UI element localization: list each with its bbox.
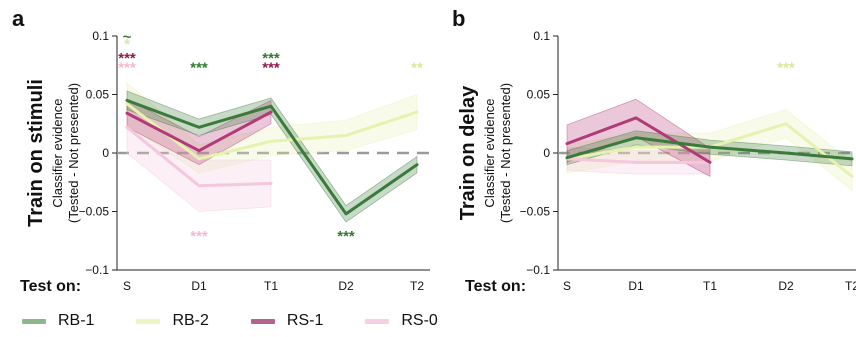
series-line-rs-1 [125, 110, 273, 153]
legend-label: RB-1 [58, 312, 95, 329]
x-tick-label: T2 [845, 279, 856, 293]
y-axis-label: Classifier evidence [50, 98, 65, 207]
significance-marker: *** [190, 59, 208, 76]
significance-marker: *** [190, 228, 208, 245]
legend-swatch [136, 318, 161, 324]
legend-swatch [250, 318, 275, 324]
significance-marker: ** [411, 59, 423, 76]
legend-swatch [22, 318, 46, 324]
y-tick-label: 0 [102, 146, 109, 160]
significance-marker: *** [118, 59, 136, 76]
series-band-rb-2 [566, 109, 853, 192]
panel-label: a [12, 6, 25, 31]
x-tick-label: T2 [410, 279, 424, 293]
significance-marker: ~ [123, 29, 132, 46]
y-tick-label: 0.05 [86, 88, 110, 102]
legend-label: RS-1 [286, 312, 324, 329]
series-line-rb-1 [565, 136, 854, 161]
legend-item-rb-1: RB-1 [22, 312, 94, 330]
significance-marker: *** [118, 50, 136, 67]
x-tick-label: T1 [264, 279, 278, 293]
series-line-rs-1 [565, 116, 712, 164]
y-tick-label: 0 [543, 146, 550, 160]
x-tick-label: S [123, 279, 131, 293]
legend-item-rb-2: RB-2 [136, 312, 209, 330]
series-line-rb-1 [125, 98, 419, 216]
y-tick-label: 0.1 [533, 29, 550, 43]
panel-label: b [452, 6, 465, 31]
x-axis-label: Test on: [465, 278, 526, 295]
x-tick-label: T1 [703, 279, 717, 293]
series-line-rb-2 [125, 102, 419, 161]
significance-marker: * [124, 36, 130, 53]
y-tick-label: 0.05 [527, 88, 551, 102]
x-tick-label: D2 [778, 279, 794, 293]
x-tick-label: D2 [338, 279, 354, 293]
row-title: Train on delay [457, 85, 479, 220]
legend-item-rs-1: RS-1 [250, 312, 324, 330]
series-line-rs-0 [565, 157, 712, 164]
x-tick-label: D1 [628, 279, 644, 293]
legend-label: RS-0 [401, 312, 438, 329]
y-tick-label: −0.1 [85, 263, 109, 277]
legend: RB-1 RB-2 RS-1 RS-0 [22, 312, 480, 330]
legend-label: RB-2 [172, 312, 209, 329]
x-tick-label: S [563, 279, 571, 293]
legend-item-rs-0: RS-0 [365, 312, 438, 330]
y-axis-label: Classifier evidence [482, 98, 497, 207]
significance-marker: *** [337, 228, 355, 245]
significance-marker: *** [262, 50, 280, 67]
y-tick-label: 0.1 [92, 29, 109, 43]
series-band-rb-1 [126, 90, 418, 223]
y-tick-label: −0.05 [520, 205, 551, 219]
significance-marker: *** [777, 59, 795, 76]
y-tick-label: −0.05 [79, 205, 110, 219]
y-axis-label: (Tested - Not presented) [66, 83, 81, 223]
significance-marker: *** [262, 59, 280, 76]
x-axis-label: Test on: [20, 278, 81, 295]
y-tick-label: −0.1 [526, 263, 550, 277]
legend-swatch [365, 318, 390, 324]
series-line-rs-0 [125, 125, 273, 188]
y-axis-label: (Tested - Not presented) [498, 83, 513, 223]
row-title: Train on stimuli [25, 79, 47, 227]
x-tick-label: D1 [191, 279, 207, 293]
